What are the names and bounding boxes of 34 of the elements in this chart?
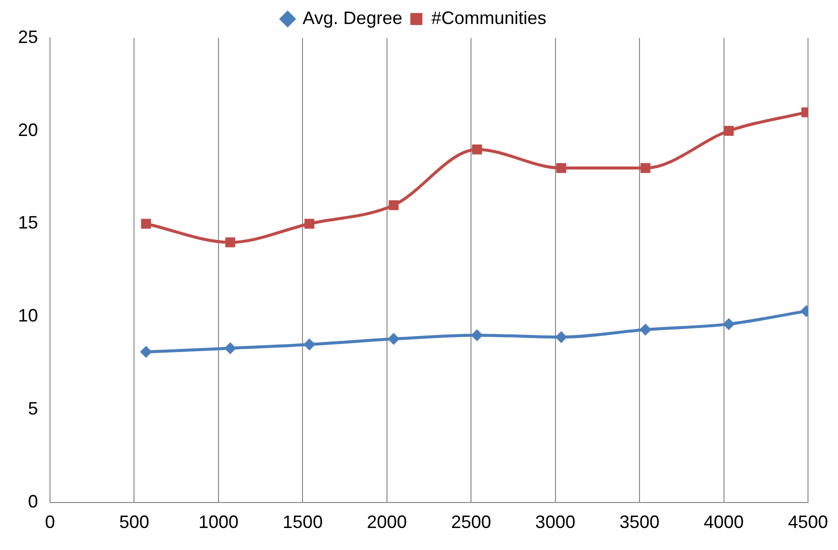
y-tick-label: 20: [18, 120, 38, 140]
point: [388, 200, 399, 210]
point: [388, 332, 400, 345]
x-tick-label: 4500: [788, 512, 828, 532]
x-tick-label: 2500: [451, 512, 492, 532]
point: [556, 163, 566, 173]
x-tick-label: 2000: [366, 512, 407, 532]
y-tick-label: 0: [28, 491, 38, 512]
x-tick-label: 1000: [198, 512, 238, 532]
y-tick-label: 15: [18, 212, 38, 233]
point: [140, 346, 152, 358]
point: [471, 329, 484, 342]
point: [304, 218, 314, 229]
point: [555, 331, 568, 344]
y-tick-label: 5: [28, 398, 38, 418]
x-tick-label: 3000: [535, 512, 576, 532]
point: [724, 126, 734, 136]
x-tick-label: 1500: [282, 512, 323, 532]
point: [303, 338, 316, 351]
x-tick-label: 4000: [704, 512, 744, 532]
point: [141, 218, 151, 229]
point: [722, 318, 735, 330]
point: [224, 342, 236, 354]
y-tick-label: 25: [18, 26, 38, 47]
point: [639, 324, 652, 336]
x-tick-label: 500: [119, 512, 150, 532]
point: [640, 163, 650, 173]
legend-label: Avg. Degree: [302, 8, 402, 28]
point: [472, 144, 482, 154]
x-tick-label: 0: [45, 512, 56, 532]
legend-label: #Communities: [431, 8, 546, 28]
y-tick-label: 10: [18, 306, 38, 326]
point: [225, 237, 236, 248]
x-tick-label: 3500: [620, 512, 660, 532]
